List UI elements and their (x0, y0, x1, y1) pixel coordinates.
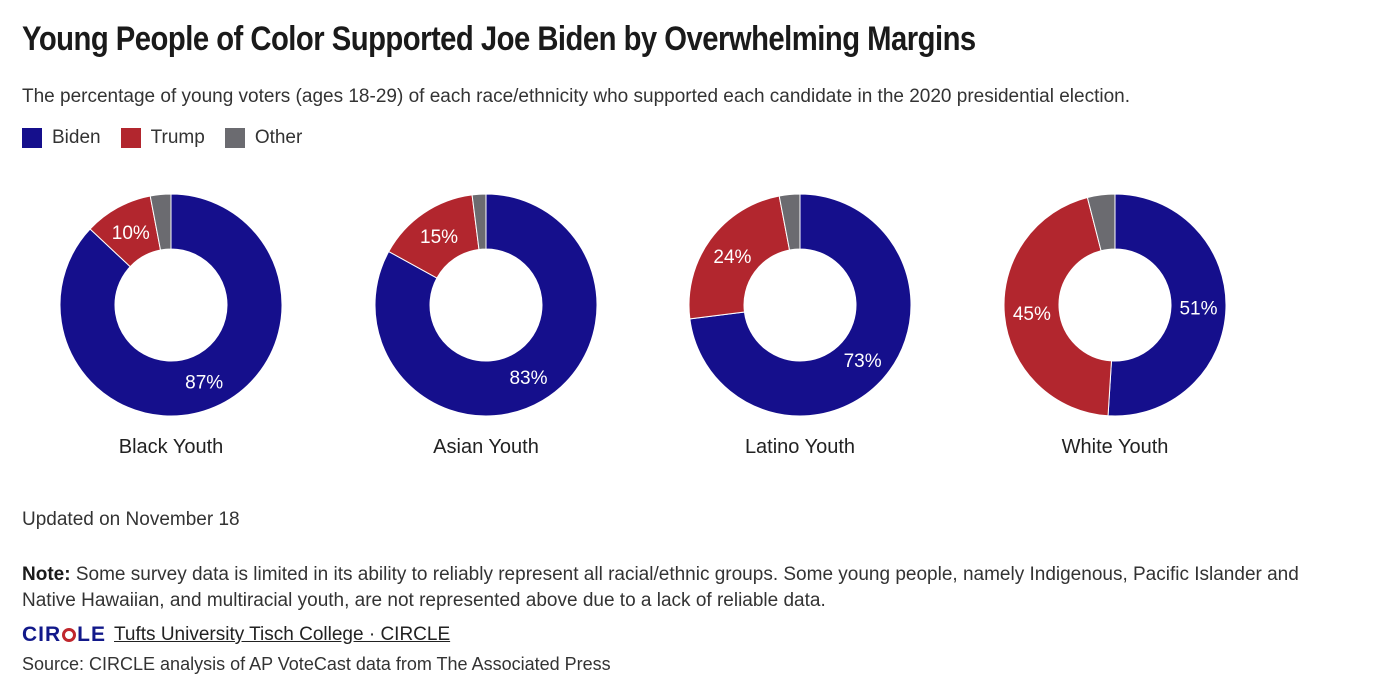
chart-title: Young People of Color Supported Joe Bide… (22, 20, 976, 58)
slice-white-youth-other (1086, 193, 1116, 252)
slice-latino-youth-trump (688, 195, 791, 320)
chart-label-black-youth: Black Youth (119, 436, 224, 458)
logo-text-right: LE (77, 623, 107, 646)
data-label-latino-youth-trump: 24% (713, 247, 751, 268)
credit-line: CIR LE Tufts University Tisch College · C… (22, 623, 450, 647)
legend-swatch-biden (22, 128, 42, 148)
data-label-white-youth-trump: 45% (1013, 304, 1051, 325)
note-text: Note: Some survey data is limited in its… (22, 562, 1342, 614)
chart-subtitle: The percentage of young voters (ages 18-… (22, 86, 1130, 107)
legend-item-trump: Trump (120, 127, 205, 149)
data-label-white-youth-biden: 51% (1179, 299, 1217, 320)
credit-link[interactable]: Tufts University Tisch College · CIRCLE (114, 624, 451, 645)
slice-black-youth-other (149, 193, 172, 251)
updated-text: Updated on November 18 (22, 509, 240, 530)
slice-white-youth-trump (1003, 196, 1113, 417)
legend-label-other: Other (254, 127, 303, 148)
slice-latino-youth-other (778, 193, 801, 251)
legend: Biden Trump Other (22, 127, 322, 149)
logo-ring-icon (62, 628, 77, 642)
data-label-asian-youth-trump: 15% (420, 227, 458, 248)
slice-asian-youth-biden (374, 193, 598, 417)
legend-label-biden: Biden (52, 127, 101, 148)
legend-swatch-other (224, 128, 245, 148)
slice-asian-youth-other (471, 193, 487, 251)
slice-black-youth-biden (59, 193, 283, 417)
slice-latino-youth-biden (689, 193, 912, 417)
data-label-black-youth-biden: 87% (185, 373, 223, 394)
slice-white-youth-biden (1107, 193, 1227, 417)
data-label-asian-youth-biden: 83% (509, 368, 547, 389)
source-text: Source: CIRCLE analysis of AP VoteCast d… (22, 654, 611, 674)
chart-label-white-youth: White Youth (1062, 436, 1169, 458)
legend-swatch-trump (120, 128, 141, 148)
data-label-black-youth-trump: 10% (112, 223, 150, 244)
data-label-latino-youth-biden: 73% (844, 351, 882, 372)
note-body: Some survey data is limited in its abili… (22, 564, 1299, 611)
legend-label-trump: Trump (150, 127, 205, 148)
legend-item-biden: Biden (22, 127, 101, 149)
note-label: Note: (22, 564, 71, 585)
donut-charts: 87% 10% Black Youth 83% 15% Asian Youth 73% 24%… (59, 193, 1227, 458)
chart-label-latino-youth: Latino Youth (745, 436, 855, 458)
circle-logo: CIR LE (22, 623, 106, 647)
chart-label-asian-youth: Asian Youth (433, 436, 539, 458)
logo-text-left: CIR (22, 623, 62, 646)
legend-item-other: Other (224, 127, 303, 149)
